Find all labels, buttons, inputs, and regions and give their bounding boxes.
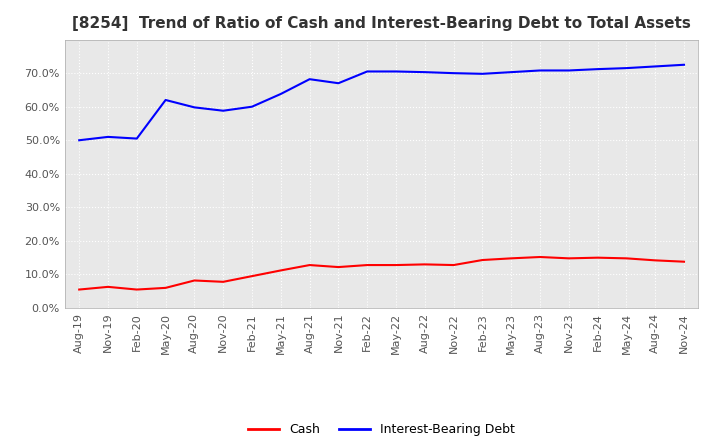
Interest-Bearing Debt — [248, 104, 256, 109]
Cash — [564, 256, 573, 261]
Cash — [104, 284, 112, 290]
Cash — [651, 258, 660, 263]
Interest-Bearing Debt — [536, 68, 544, 73]
Interest-Bearing Debt — [190, 105, 199, 110]
Interest-Bearing Debt — [75, 138, 84, 143]
Interest-Bearing Debt — [363, 69, 372, 74]
Interest-Bearing Debt — [305, 77, 314, 82]
Cash — [132, 287, 141, 292]
Cash — [420, 262, 429, 267]
Cash — [392, 262, 400, 268]
Cash — [161, 285, 170, 290]
Interest-Bearing Debt — [161, 97, 170, 103]
Cash — [363, 262, 372, 268]
Cash — [334, 264, 343, 270]
Legend: Cash, Interest-Bearing Debt: Cash, Interest-Bearing Debt — [243, 418, 520, 440]
Cash — [75, 287, 84, 292]
Interest-Bearing Debt — [507, 70, 516, 75]
Interest-Bearing Debt — [680, 62, 688, 67]
Interest-Bearing Debt — [622, 66, 631, 71]
Cash — [478, 257, 487, 263]
Title: [8254]  Trend of Ratio of Cash and Interest-Bearing Debt to Total Assets: [8254] Trend of Ratio of Cash and Intere… — [72, 16, 691, 32]
Cash — [248, 274, 256, 279]
Cash — [536, 254, 544, 260]
Line: Cash: Cash — [79, 257, 684, 290]
Cash — [276, 268, 285, 273]
Interest-Bearing Debt — [392, 69, 400, 74]
Cash — [622, 256, 631, 261]
Interest-Bearing Debt — [132, 136, 141, 141]
Cash — [449, 262, 458, 268]
Cash — [219, 279, 228, 285]
Interest-Bearing Debt — [449, 70, 458, 76]
Interest-Bearing Debt — [276, 92, 285, 97]
Cash — [305, 262, 314, 268]
Interest-Bearing Debt — [334, 81, 343, 86]
Interest-Bearing Debt — [478, 71, 487, 77]
Cash — [593, 255, 602, 260]
Interest-Bearing Debt — [593, 66, 602, 72]
Interest-Bearing Debt — [104, 134, 112, 139]
Interest-Bearing Debt — [564, 68, 573, 73]
Interest-Bearing Debt — [219, 108, 228, 114]
Interest-Bearing Debt — [651, 64, 660, 69]
Interest-Bearing Debt — [420, 70, 429, 75]
Cash — [507, 256, 516, 261]
Cash — [680, 259, 688, 264]
Line: Interest-Bearing Debt: Interest-Bearing Debt — [79, 65, 684, 140]
Cash — [190, 278, 199, 283]
